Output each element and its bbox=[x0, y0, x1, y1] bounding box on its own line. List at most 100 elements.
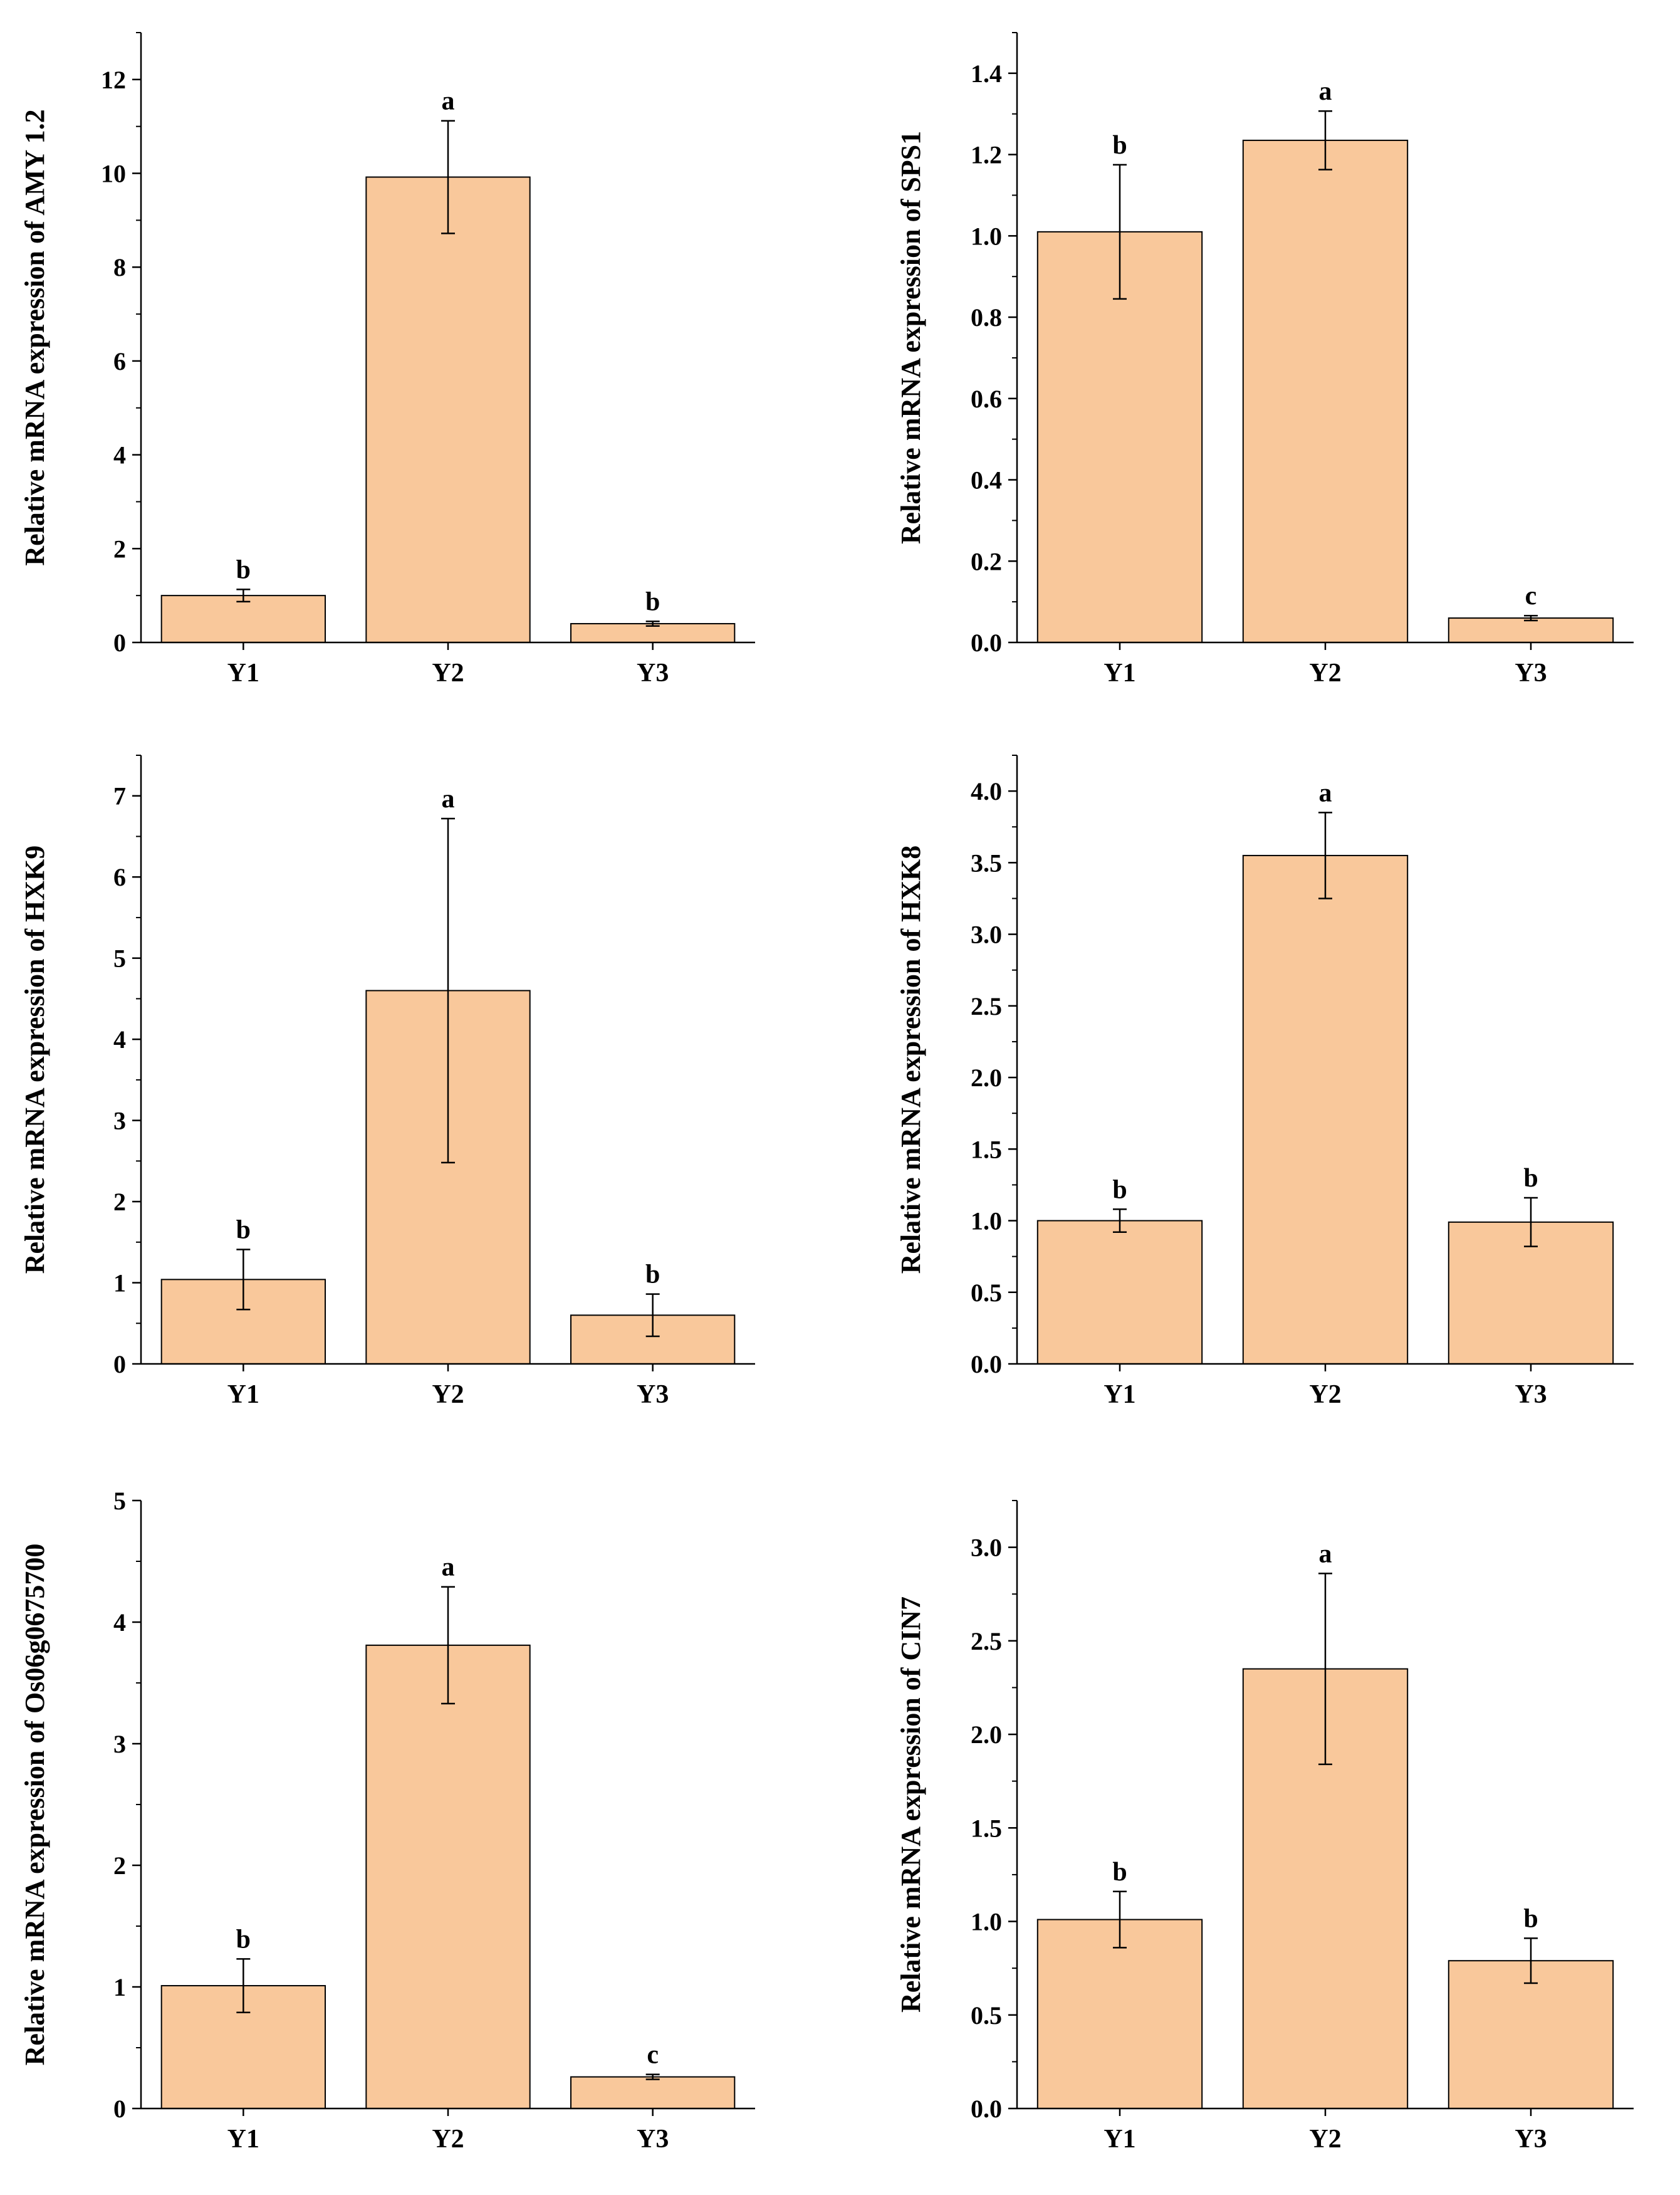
significance-label: b bbox=[645, 1260, 660, 1289]
significance-label: b bbox=[236, 1925, 251, 1954]
error-bar bbox=[1318, 812, 1332, 899]
y-axis-title: Relative mRNA expression of CIN7 bbox=[895, 1596, 926, 2013]
y-tick-label: 0.5 bbox=[971, 2001, 1002, 2030]
significance-label: b bbox=[1112, 1858, 1127, 1887]
significance-label: b bbox=[236, 1215, 251, 1244]
significance-label: b bbox=[1523, 1904, 1538, 1933]
x-tick-label: Y2 bbox=[432, 2125, 464, 2154]
y-tick-label: 5 bbox=[113, 945, 126, 973]
bar-y2 bbox=[365, 1644, 531, 2110]
significance-label: c bbox=[647, 2041, 659, 2070]
chart-panel-1: b Y1 a Y2 b Y3 0 2 4 6 8 10 12 Relative mRNA expressi… bbox=[19, 32, 755, 688]
y-tick-label: 2.5 bbox=[971, 1627, 1002, 1655]
error-bar bbox=[236, 1958, 251, 2013]
x-tick-label: Y1 bbox=[227, 1380, 259, 1409]
y-tick-label: 3.5 bbox=[971, 849, 1002, 877]
chart-panel-3: b Y1 a Y2 b Y3 0 1 2 3 4 5 6 7 Relative mRNA expressio… bbox=[19, 755, 755, 1409]
x-tick-label: Y3 bbox=[1515, 1380, 1547, 1409]
error-bar bbox=[1318, 110, 1332, 170]
y-tick-label: 2 bbox=[113, 535, 126, 563]
error-bar bbox=[1524, 614, 1538, 622]
y-axis-title: Relative mRNA expression of HXK8 bbox=[895, 846, 926, 1274]
error-bar bbox=[236, 589, 251, 603]
significance-label: c bbox=[1525, 582, 1537, 610]
chart-panel-6: b Y1 a Y2 b Y3 0.0 0.5 1.0 1.5 2.0 2.5 3.0 Relative m… bbox=[895, 1500, 1634, 2154]
bar-y1 bbox=[160, 595, 326, 644]
y-tick-label: 2.0 bbox=[971, 1064, 1002, 1092]
y-tick-label: 10 bbox=[101, 160, 126, 188]
y-tick-label: 4 bbox=[113, 441, 126, 469]
y-axis-title: Relative mRNA expression of AMY 1.2 bbox=[19, 109, 50, 565]
y-tick-label: 1.5 bbox=[971, 1814, 1002, 1842]
significance-label: a bbox=[442, 785, 455, 814]
error-bar bbox=[1318, 1573, 1332, 1766]
bar-y1 bbox=[1036, 1919, 1203, 2110]
significance-label: b bbox=[1112, 131, 1127, 160]
y-tick-label: 0.0 bbox=[971, 2095, 1002, 2123]
x-tick-label: Y2 bbox=[432, 1380, 464, 1409]
y-tick-label: 2.5 bbox=[971, 992, 1002, 1020]
x-tick-label: Y1 bbox=[1103, 1380, 1135, 1409]
error-bar bbox=[1113, 164, 1127, 300]
y-tick-label: 0.6 bbox=[971, 385, 1002, 413]
y-tick-label: 1.0 bbox=[971, 1207, 1002, 1235]
x-tick-label: Y1 bbox=[1103, 2125, 1135, 2154]
y-tick-label: 3.0 bbox=[971, 921, 1002, 949]
y-tick-label: 0.8 bbox=[971, 303, 1002, 332]
error-bar bbox=[1524, 1197, 1538, 1247]
x-tick-label: Y1 bbox=[227, 2125, 259, 2154]
y-tick-label: 0 bbox=[113, 629, 126, 657]
y-tick-label: 2 bbox=[113, 1852, 126, 1880]
x-tick-label: Y1 bbox=[227, 659, 259, 688]
x-tick-label: Y2 bbox=[1309, 1380, 1341, 1409]
x-tick-label: Y3 bbox=[1515, 659, 1547, 688]
y-tick-label: 6 bbox=[113, 863, 126, 891]
y-tick-label: 1.5 bbox=[971, 1135, 1002, 1163]
y-tick-label: 8 bbox=[113, 253, 126, 281]
y-axis-title: Relative mRNA expression of HXK9 bbox=[19, 846, 50, 1274]
error-bar bbox=[1113, 1890, 1127, 1949]
y-tick-label: 2 bbox=[113, 1188, 126, 1216]
y-tick-label: 12 bbox=[101, 66, 126, 94]
y-tick-label: 0.4 bbox=[971, 466, 1002, 495]
y-tick-label: 1.0 bbox=[971, 222, 1002, 250]
significance-label: b bbox=[645, 587, 660, 616]
y-tick-label: 0.0 bbox=[971, 629, 1002, 657]
significance-label: b bbox=[1523, 1164, 1538, 1193]
error-bar bbox=[645, 2073, 660, 2080]
significance-label: a bbox=[1319, 1539, 1332, 1568]
bar-y2 bbox=[1242, 139, 1409, 643]
x-tick-label: Y3 bbox=[637, 659, 669, 688]
y-tick-label: 1.4 bbox=[971, 60, 1002, 88]
y-tick-label: 3 bbox=[113, 1730, 126, 1758]
error-bar bbox=[1524, 1937, 1538, 1984]
y-tick-label: 0.2 bbox=[971, 547, 1002, 575]
error-bar bbox=[645, 1293, 660, 1338]
significance-label: a bbox=[442, 87, 455, 116]
x-tick-label: Y2 bbox=[1309, 2125, 1341, 2154]
y-axis-title: Relative mRNA expression of Os06g0675700 bbox=[19, 1544, 50, 2066]
y-tick-label: 4 bbox=[113, 1608, 126, 1637]
y-tick-label: 2.0 bbox=[971, 1721, 1002, 1749]
y-tick-label: 3 bbox=[113, 1107, 126, 1135]
significance-label: a bbox=[1319, 778, 1332, 807]
x-tick-label: Y2 bbox=[1309, 659, 1341, 688]
bar-y1 bbox=[1036, 1220, 1203, 1365]
significance-label: b bbox=[1112, 1175, 1127, 1204]
y-tick-label: 4 bbox=[113, 1025, 126, 1054]
y-tick-label: 4.0 bbox=[971, 777, 1002, 805]
y-tick-label: 5 bbox=[113, 1487, 126, 1515]
error-bar bbox=[441, 817, 455, 1164]
y-tick-label: 1.2 bbox=[971, 141, 1002, 169]
x-tick-label: Y3 bbox=[1515, 2125, 1547, 2154]
error-bar bbox=[441, 1586, 455, 1705]
y-tick-label: 3.0 bbox=[971, 1534, 1002, 1562]
y-tick-label: 7 bbox=[113, 782, 126, 810]
significance-label: a bbox=[1319, 77, 1332, 106]
y-tick-label: 1 bbox=[113, 1269, 126, 1297]
y-tick-label: 0 bbox=[113, 2095, 126, 2123]
y-tick-label: 6 bbox=[113, 347, 126, 375]
y-axis-title: Relative mRNA expression of SPS1 bbox=[895, 131, 926, 544]
x-tick-label: Y3 bbox=[637, 2125, 669, 2154]
